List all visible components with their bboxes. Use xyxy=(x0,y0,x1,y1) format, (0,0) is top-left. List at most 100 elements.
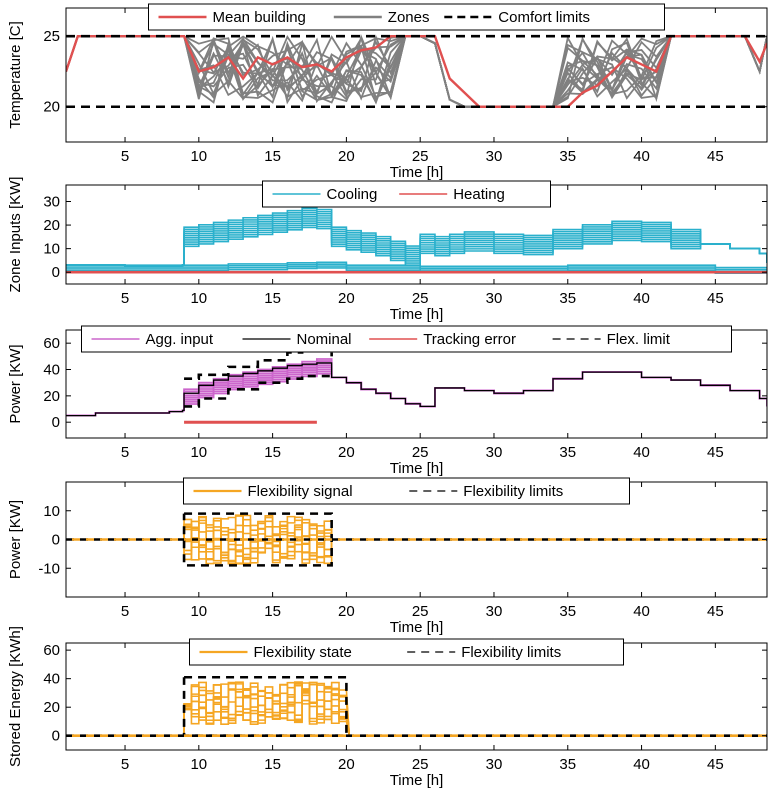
y-tick-label: 20 xyxy=(43,699,60,716)
plot-area xyxy=(66,207,767,274)
legend-label: Mean building xyxy=(213,9,306,26)
legend-label: Agg. input xyxy=(146,331,214,348)
x-tick-label: 45 xyxy=(707,603,724,620)
x-tick-label: 35 xyxy=(559,756,576,773)
legend-label: Flexibility state xyxy=(254,644,352,661)
legend-box xyxy=(183,477,630,505)
x-tick-label: 15 xyxy=(264,756,281,773)
x-tick-label: 40 xyxy=(633,756,650,773)
y-axis-label: Power [KW] xyxy=(7,344,24,423)
x-tick-label: 30 xyxy=(486,148,503,165)
agg-input-line xyxy=(66,368,767,417)
y-tick-label: 25 xyxy=(43,28,60,45)
x-tick-label: 30 xyxy=(486,603,503,620)
y-tick-label: 0 xyxy=(52,414,60,431)
x-tick-label: 15 xyxy=(264,444,281,461)
x-tick-label: 25 xyxy=(412,290,429,307)
legend-label: Flexibility limits xyxy=(463,483,563,500)
legend: Cooling Heating xyxy=(262,180,551,208)
legend-label: Nominal xyxy=(297,331,352,348)
agg-input-line xyxy=(66,360,767,417)
x-tick-label: 5 xyxy=(121,148,129,165)
legend-box xyxy=(148,3,665,31)
legend-label: Flexibility limits xyxy=(461,644,561,661)
flexibility-state-line xyxy=(66,681,767,737)
y-axis-label: Temperature [C] xyxy=(7,21,24,129)
zone-line xyxy=(66,35,767,108)
x-tick-label: 45 xyxy=(707,444,724,461)
x-tick-label: 10 xyxy=(190,290,207,307)
y-tick-label: 60 xyxy=(43,642,60,659)
cooling-line xyxy=(66,220,767,268)
x-tick-label: 20 xyxy=(338,290,355,307)
panel-5: 5 10 15 20 25 30 35 40 45 0 20 40 60 Time [h] Stored E… xyxy=(7,626,768,789)
x-tick-label: 45 xyxy=(707,148,724,165)
cooling-line xyxy=(66,222,767,268)
x-axis-label: Time [h] xyxy=(390,460,444,477)
cooling-line xyxy=(66,207,767,268)
plot-area xyxy=(66,33,767,109)
legend-label: Flexibility signal xyxy=(248,483,353,500)
legend: Flexibility state Flexibility limits xyxy=(189,638,624,666)
y-tick-label: 0 xyxy=(52,728,60,745)
flexibility-signal-line xyxy=(66,518,767,562)
x-tick-label: 15 xyxy=(264,290,281,307)
x-tick-label: 45 xyxy=(707,290,724,307)
x-tick-label: 40 xyxy=(633,148,650,165)
legend: Flexibility signal Flexibility limits xyxy=(183,477,630,505)
flexibility-state-line xyxy=(66,686,767,737)
x-tick-label: 40 xyxy=(633,444,650,461)
y-tick-label: 0 xyxy=(52,264,60,281)
x-tick-label: 5 xyxy=(121,290,129,307)
y-tick-label: 40 xyxy=(43,362,60,379)
flexibility-signal-line xyxy=(66,524,767,565)
x-tick-label: 25 xyxy=(412,756,429,773)
x-tick-label: 45 xyxy=(707,756,724,773)
agg-input-line xyxy=(66,358,767,417)
y-tick-label: 20 xyxy=(43,217,60,234)
flexibility-signal-line xyxy=(66,514,767,563)
y-axis-label: Power [KW] xyxy=(7,500,24,579)
x-tick-label: 10 xyxy=(190,444,207,461)
flexibility-state-line xyxy=(66,682,767,737)
x-tick-label: 15 xyxy=(264,603,281,620)
plot-area xyxy=(66,512,767,567)
x-tick-label: 30 xyxy=(486,756,503,773)
plot-area xyxy=(66,347,767,424)
agg-input-line xyxy=(66,366,767,417)
x-axis-label: Time [h] xyxy=(390,306,444,323)
x-axis-label: Time [h] xyxy=(390,164,444,181)
cooling-line xyxy=(66,267,767,274)
x-tick-label: 15 xyxy=(264,148,281,165)
legend-label: Heating xyxy=(453,186,505,203)
y-tick-label: 20 xyxy=(43,99,60,116)
agg-input-line xyxy=(66,364,767,417)
x-axis-label: Time [h] xyxy=(390,619,444,636)
x-tick-label: 25 xyxy=(412,148,429,165)
flex-limit-line xyxy=(184,347,333,381)
legend-label: Comfort limits xyxy=(498,9,590,26)
flexibility-state-line xyxy=(66,684,767,737)
x-tick-label: 5 xyxy=(121,756,129,773)
x-tick-label: 35 xyxy=(559,444,576,461)
flexibility-state-line xyxy=(66,682,767,737)
agg-input-line xyxy=(66,362,767,417)
x-tick-label: 5 xyxy=(121,444,129,461)
legend-label: Tracking error xyxy=(423,331,516,348)
x-tick-label: 30 xyxy=(486,290,503,307)
x-tick-label: 25 xyxy=(412,603,429,620)
nominal-line xyxy=(66,362,767,417)
flexibility-state-line xyxy=(66,681,767,737)
y-tick-label: 30 xyxy=(43,194,60,211)
flexibility-state-line xyxy=(66,681,767,737)
x-tick-label: 10 xyxy=(190,148,207,165)
y-axis-label: Stored Energy [KWh] xyxy=(7,626,24,767)
y-tick-label: 60 xyxy=(43,335,60,352)
panel-2: 5 10 15 20 25 30 35 40 45 0 10 20 30 Time [h] Zone Inp… xyxy=(7,177,768,323)
plot-area xyxy=(66,675,767,738)
x-tick-label: 40 xyxy=(633,290,650,307)
y-axis-label: Zone Inputs [KW] xyxy=(7,177,24,293)
mean-building-line xyxy=(66,35,767,108)
